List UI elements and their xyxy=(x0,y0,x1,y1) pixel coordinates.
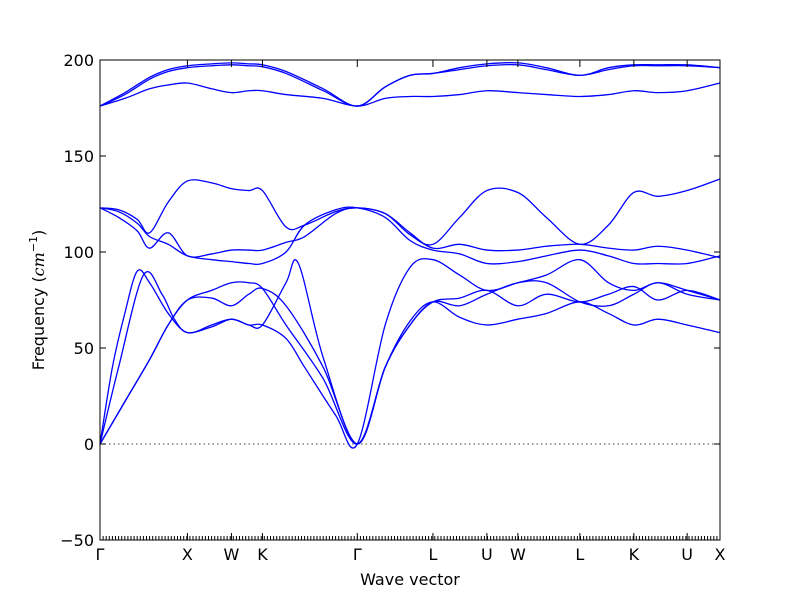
y-axis-label-unit: cm xyxy=(29,252,48,276)
y-axis-label-close: ) xyxy=(29,230,48,236)
x-tick-label: L xyxy=(575,545,584,564)
x-tick-label: W xyxy=(510,545,526,564)
x-tick-label: X xyxy=(715,545,726,564)
y-tick-label: 150 xyxy=(63,147,94,166)
y-axis-label-exponent: −1 xyxy=(27,236,40,252)
series-group xyxy=(99,61,721,449)
x-tick-label: U xyxy=(481,545,493,564)
x-tick-label: W xyxy=(224,545,240,564)
y-axis: −50 0 50 100 150 200 xyxy=(60,51,720,550)
x-tick-label: K xyxy=(257,545,268,564)
x-axis-label: Wave vector xyxy=(360,570,460,589)
x-tick-label: Γ xyxy=(96,545,105,564)
y-axis-label-text: Frequency ( xyxy=(29,276,48,370)
x-tick-label: X xyxy=(182,545,193,564)
y-tick-label: 0 xyxy=(84,435,94,454)
y-tick-label: −50 xyxy=(60,531,94,550)
y-tick-label: 100 xyxy=(63,243,94,262)
dispersion-branch-7 xyxy=(99,178,721,246)
y-axis-label: Frequency (cm−1) xyxy=(27,230,48,371)
y-tick-label: 200 xyxy=(63,51,94,70)
dispersion-branch-4 xyxy=(99,259,721,445)
x-tick-label: Γ xyxy=(353,545,362,564)
x-tick-label: K xyxy=(629,545,640,564)
y-tick-label: 50 xyxy=(74,339,94,358)
x-tick-label: L xyxy=(428,545,437,564)
dispersion-branch-8 xyxy=(99,82,721,107)
x-tick-label: U xyxy=(681,545,693,564)
